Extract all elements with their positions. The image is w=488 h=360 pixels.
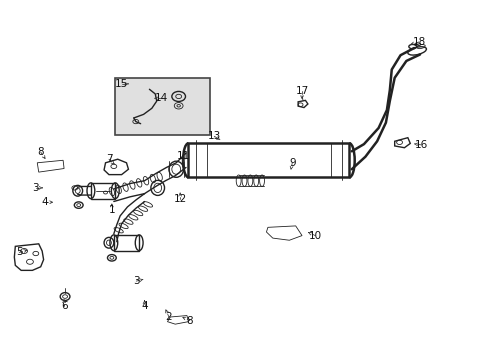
Text: 7: 7	[105, 154, 112, 164]
Bar	[188, 143, 348, 177]
Text: 8: 8	[186, 316, 193, 325]
Text: 6: 6	[61, 301, 67, 311]
Text: 13: 13	[207, 131, 221, 141]
Text: 5: 5	[16, 247, 22, 257]
Text: 11: 11	[177, 150, 190, 161]
Text: 12: 12	[173, 194, 186, 204]
Text: 17: 17	[295, 86, 308, 96]
Text: 18: 18	[411, 37, 425, 47]
Text: 9: 9	[288, 158, 295, 168]
Bar	[115, 78, 210, 135]
Bar	[91, 183, 115, 199]
Text: 1: 1	[108, 206, 115, 216]
Bar	[114, 235, 139, 251]
Text: 3: 3	[133, 276, 139, 286]
Text: 15: 15	[115, 79, 128, 89]
Text: 4: 4	[141, 301, 147, 311]
Text: 8: 8	[37, 147, 44, 157]
Text: 2: 2	[165, 312, 172, 322]
Text: 10: 10	[308, 231, 321, 240]
Text: 3: 3	[32, 183, 39, 193]
Text: 14: 14	[155, 93, 168, 103]
Text: 16: 16	[413, 140, 427, 150]
Text: 4: 4	[41, 197, 48, 207]
